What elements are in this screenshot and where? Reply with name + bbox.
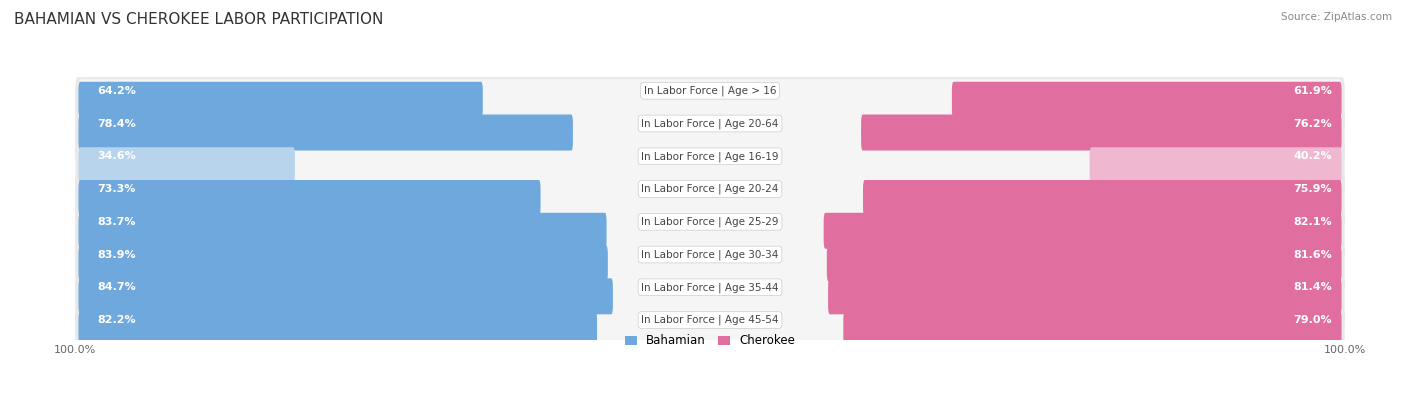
FancyBboxPatch shape bbox=[76, 77, 1344, 132]
Text: In Labor Force | Age > 16: In Labor Force | Age > 16 bbox=[644, 85, 776, 96]
FancyBboxPatch shape bbox=[79, 82, 482, 118]
FancyBboxPatch shape bbox=[76, 110, 1344, 164]
FancyBboxPatch shape bbox=[79, 246, 607, 282]
FancyBboxPatch shape bbox=[828, 278, 1341, 314]
Text: 82.1%: 82.1% bbox=[1294, 217, 1331, 227]
FancyBboxPatch shape bbox=[79, 145, 1341, 191]
FancyBboxPatch shape bbox=[79, 112, 1341, 158]
FancyBboxPatch shape bbox=[76, 241, 1344, 295]
Text: 79.0%: 79.0% bbox=[1294, 315, 1331, 325]
Text: In Labor Force | Age 45-54: In Labor Force | Age 45-54 bbox=[641, 315, 779, 325]
Text: 82.2%: 82.2% bbox=[97, 315, 136, 325]
FancyBboxPatch shape bbox=[79, 276, 1341, 322]
Text: 78.4%: 78.4% bbox=[97, 118, 136, 128]
Text: 83.9%: 83.9% bbox=[97, 250, 136, 260]
Text: 73.3%: 73.3% bbox=[97, 184, 136, 194]
FancyBboxPatch shape bbox=[76, 208, 1344, 263]
FancyBboxPatch shape bbox=[79, 180, 540, 216]
Text: In Labor Force | Age 30-34: In Labor Force | Age 30-34 bbox=[641, 249, 779, 260]
Text: 75.9%: 75.9% bbox=[1294, 184, 1331, 194]
FancyBboxPatch shape bbox=[79, 177, 1341, 224]
Text: In Labor Force | Age 25-29: In Labor Force | Age 25-29 bbox=[641, 216, 779, 227]
FancyBboxPatch shape bbox=[79, 115, 572, 150]
Text: 34.6%: 34.6% bbox=[97, 151, 136, 161]
Text: 76.2%: 76.2% bbox=[1294, 118, 1331, 128]
FancyBboxPatch shape bbox=[76, 274, 1344, 328]
Text: In Labor Force | Age 16-19: In Labor Force | Age 16-19 bbox=[641, 151, 779, 162]
FancyBboxPatch shape bbox=[860, 115, 1341, 150]
FancyBboxPatch shape bbox=[79, 79, 1341, 126]
FancyBboxPatch shape bbox=[79, 210, 1341, 257]
FancyBboxPatch shape bbox=[79, 308, 1341, 355]
FancyBboxPatch shape bbox=[1090, 147, 1341, 183]
FancyBboxPatch shape bbox=[952, 82, 1341, 118]
Text: 40.2%: 40.2% bbox=[1294, 151, 1331, 161]
Text: 81.6%: 81.6% bbox=[1294, 250, 1331, 260]
FancyBboxPatch shape bbox=[827, 246, 1341, 282]
FancyBboxPatch shape bbox=[79, 213, 606, 249]
FancyBboxPatch shape bbox=[79, 278, 613, 314]
FancyBboxPatch shape bbox=[824, 213, 1341, 249]
Legend: Bahamian, Cherokee: Bahamian, Cherokee bbox=[626, 334, 794, 347]
Text: 61.9%: 61.9% bbox=[1294, 86, 1331, 96]
FancyBboxPatch shape bbox=[79, 147, 295, 183]
Text: In Labor Force | Age 20-24: In Labor Force | Age 20-24 bbox=[641, 184, 779, 194]
Text: BAHAMIAN VS CHEROKEE LABOR PARTICIPATION: BAHAMIAN VS CHEROKEE LABOR PARTICIPATION bbox=[14, 12, 384, 27]
Text: In Labor Force | Age 20-64: In Labor Force | Age 20-64 bbox=[641, 118, 779, 129]
FancyBboxPatch shape bbox=[76, 143, 1344, 197]
FancyBboxPatch shape bbox=[844, 311, 1341, 347]
FancyBboxPatch shape bbox=[79, 311, 598, 347]
Text: 84.7%: 84.7% bbox=[97, 282, 136, 292]
Text: 64.2%: 64.2% bbox=[97, 86, 136, 96]
FancyBboxPatch shape bbox=[76, 307, 1344, 361]
Text: 83.7%: 83.7% bbox=[97, 217, 136, 227]
FancyBboxPatch shape bbox=[76, 175, 1344, 230]
Text: 81.4%: 81.4% bbox=[1294, 282, 1331, 292]
Text: Source: ZipAtlas.com: Source: ZipAtlas.com bbox=[1281, 12, 1392, 22]
FancyBboxPatch shape bbox=[79, 243, 1341, 290]
Text: In Labor Force | Age 35-44: In Labor Force | Age 35-44 bbox=[641, 282, 779, 293]
FancyBboxPatch shape bbox=[863, 180, 1341, 216]
